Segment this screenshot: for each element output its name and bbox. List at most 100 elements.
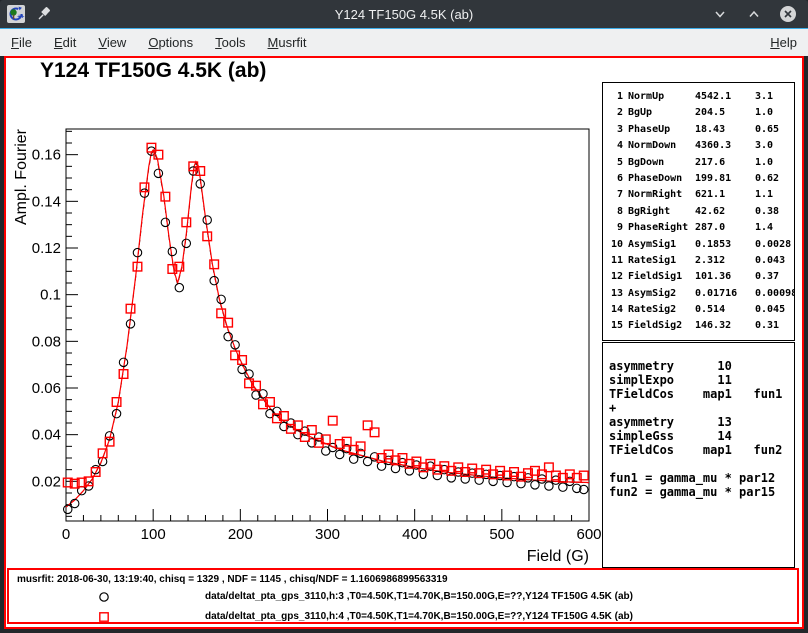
data-point-circle bbox=[349, 455, 357, 463]
titlebar: ++ Y124 TF150G 4.5K (ab) bbox=[0, 0, 808, 28]
param-name: BgDown bbox=[628, 156, 695, 172]
menu-tools[interactable]: Tools bbox=[204, 31, 256, 54]
y-axis-title: Ampl. Fourier bbox=[13, 128, 30, 225]
param-error: 0.65 bbox=[755, 123, 790, 139]
menu-musrfit[interactable]: Musrfit bbox=[257, 31, 318, 54]
fourier-plot-pad[interactable]: 01002003004005006000.020.040.060.080.10.… bbox=[6, 58, 604, 568]
theory-line bbox=[609, 457, 794, 471]
param-value: 146.32 bbox=[695, 319, 755, 335]
close-circle-icon bbox=[779, 5, 797, 23]
y-tick-label: 0.16 bbox=[32, 147, 61, 164]
theory-line: fun2 = gamma_mu * par15 bbox=[609, 485, 794, 499]
param-name: NormDown bbox=[628, 139, 695, 155]
param-index: 13 bbox=[609, 287, 623, 303]
menu-file[interactable]: File bbox=[0, 31, 43, 54]
legend-pad[interactable]: musrfit: 2018-06-30, 13:19:40, chisq = 1… bbox=[7, 568, 799, 624]
param-value: 0.1853 bbox=[695, 238, 755, 254]
param-row: 7NormRight621.11.1 bbox=[609, 188, 790, 204]
data-point-square bbox=[112, 398, 121, 407]
theory-line: TFieldCos map1 fun2 bbox=[609, 443, 794, 457]
plot-frame bbox=[66, 129, 589, 521]
param-value: 4542.1 bbox=[695, 90, 755, 106]
param-value: 101.36 bbox=[695, 270, 755, 286]
param-error: 3.1 bbox=[755, 90, 790, 106]
data-point-circle bbox=[64, 505, 72, 513]
param-name: FieldSig1 bbox=[628, 270, 695, 286]
x-tick-label: 600 bbox=[576, 526, 601, 543]
data-point-square bbox=[182, 218, 191, 227]
param-row: 11RateSig12.3120.043 bbox=[609, 254, 790, 270]
theory-line: + bbox=[609, 401, 794, 415]
param-error: 0.045 bbox=[755, 303, 790, 319]
theory-line: TFieldCos map1 fun1 bbox=[609, 387, 794, 401]
svg-text:++: ++ bbox=[17, 13, 25, 20]
theory-curve-dashed bbox=[66, 152, 589, 508]
data-point-circle bbox=[210, 276, 218, 284]
param-name: FieldSig2 bbox=[628, 319, 695, 335]
menu-edit[interactable]: Edit bbox=[43, 31, 87, 54]
theory-line: fun1 = gamma_mu * par12 bbox=[609, 471, 794, 485]
open-square-marker-icon bbox=[98, 611, 110, 623]
data-point-circle bbox=[433, 471, 441, 479]
root-canvas[interactable]: Y124 TF150G 4.5K (ab) 010020030040050060… bbox=[4, 56, 804, 629]
param-value: 199.81 bbox=[695, 172, 755, 188]
param-error: 1.0 bbox=[755, 156, 790, 172]
theory-line: asymmetry 13 bbox=[609, 415, 794, 429]
data-point-circle bbox=[203, 216, 211, 224]
data-point-circle bbox=[559, 483, 567, 491]
param-name: BgRight bbox=[628, 205, 695, 221]
theory-pad[interactable]: asymmetry 10simplExpo 11TFieldCos map1 f… bbox=[602, 342, 795, 568]
param-error: 0.043 bbox=[755, 254, 790, 270]
maximize-button[interactable] bbox=[744, 4, 764, 24]
param-value: 621.1 bbox=[695, 188, 755, 204]
pin-icon[interactable] bbox=[37, 7, 51, 21]
x-tick-label: 300 bbox=[315, 526, 340, 543]
data-point-circle bbox=[182, 239, 190, 247]
y-tick-label: 0.14 bbox=[32, 193, 61, 210]
theory-line: simpleGss 14 bbox=[609, 429, 794, 443]
data-point-circle bbox=[154, 169, 162, 177]
x-tick-label: 200 bbox=[228, 526, 253, 543]
param-error: 0.31 bbox=[755, 319, 790, 335]
param-value: 0.01716 bbox=[695, 287, 755, 303]
menu-view[interactable]: View bbox=[87, 31, 137, 54]
theory-curve-solid bbox=[66, 150, 589, 507]
y-tick-label: 0.02 bbox=[32, 473, 61, 490]
param-row: 15FieldSig2146.320.31 bbox=[609, 319, 790, 335]
param-row: 13AsymSig20.017160.00098 bbox=[609, 287, 790, 303]
legend-label: data/deltat_pta_gps_3110,h:3 ,T0=4.50K,T… bbox=[205, 591, 633, 602]
param-index: 6 bbox=[609, 172, 623, 188]
param-row: 5BgDown217.61.0 bbox=[609, 156, 790, 172]
menubar: FileEditViewOptionsToolsMusrfit Help bbox=[0, 28, 808, 56]
param-index: 3 bbox=[609, 123, 623, 139]
param-name: BgUp bbox=[628, 106, 695, 122]
open-circle-marker-icon bbox=[98, 591, 110, 603]
data-point-square bbox=[210, 260, 219, 269]
menu-options[interactable]: Options bbox=[137, 31, 204, 54]
param-value: 287.0 bbox=[695, 221, 755, 237]
param-index: 1 bbox=[609, 90, 623, 106]
param-value: 217.6 bbox=[695, 156, 755, 172]
param-error: 0.0028 bbox=[755, 238, 791, 254]
param-error: 3.0 bbox=[755, 139, 790, 155]
param-value: 42.62 bbox=[695, 205, 755, 221]
x-tick-label: 400 bbox=[402, 526, 427, 543]
param-error: 1.4 bbox=[755, 221, 790, 237]
data-point-square bbox=[161, 192, 170, 201]
x-tick-label: 0 bbox=[62, 526, 70, 543]
param-name: NormRight bbox=[628, 188, 695, 204]
parameter-table-pad[interactable]: 1NormUp4542.13.12BgUp204.51.03PhaseUp18.… bbox=[602, 82, 795, 341]
y-tick-label: 0.08 bbox=[32, 333, 61, 350]
param-error: 0.38 bbox=[755, 205, 790, 221]
param-index: 11 bbox=[609, 254, 623, 270]
param-index: 9 bbox=[609, 221, 623, 237]
menu-help[interactable]: Help bbox=[759, 31, 808, 54]
param-name: PhaseUp bbox=[628, 123, 695, 139]
param-value: 18.43 bbox=[695, 123, 755, 139]
param-index: 10 bbox=[609, 238, 623, 254]
minimize-button[interactable] bbox=[710, 4, 730, 24]
data-point-circle bbox=[217, 295, 225, 303]
param-index: 7 bbox=[609, 188, 623, 204]
close-button[interactable] bbox=[778, 4, 798, 24]
window-title: Y124 TF150G 4.5K (ab) bbox=[0, 7, 808, 22]
